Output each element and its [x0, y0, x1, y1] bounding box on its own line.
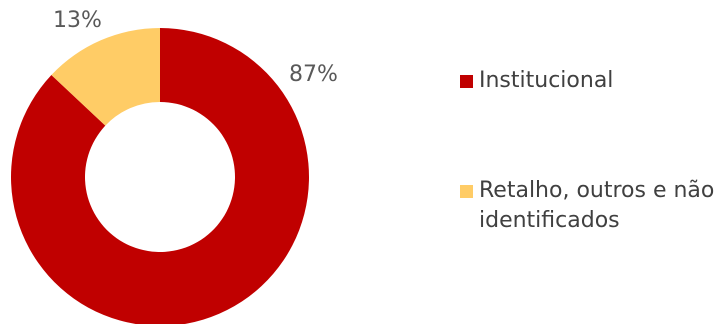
- legend-swatch-institucional: [460, 75, 473, 88]
- slice-label-retalho: 13%: [53, 8, 102, 33]
- donut-slices: [11, 28, 309, 324]
- legend-item-institucional: Institucional: [460, 66, 720, 96]
- slice-label-institucional: 87%: [289, 62, 338, 87]
- legend: Institucional Retalho, outros e não iden…: [460, 66, 720, 236]
- legend-label-institucional: Institucional: [479, 68, 614, 93]
- slice-institucional: [11, 28, 309, 324]
- legend-label-retalho: Retalho, outros e não identificados: [479, 178, 715, 233]
- legend-item-retalho: Retalho, outros e não identificados: [460, 176, 720, 236]
- legend-swatch-retalho: [460, 185, 473, 198]
- slice-retalho: [51, 28, 160, 126]
